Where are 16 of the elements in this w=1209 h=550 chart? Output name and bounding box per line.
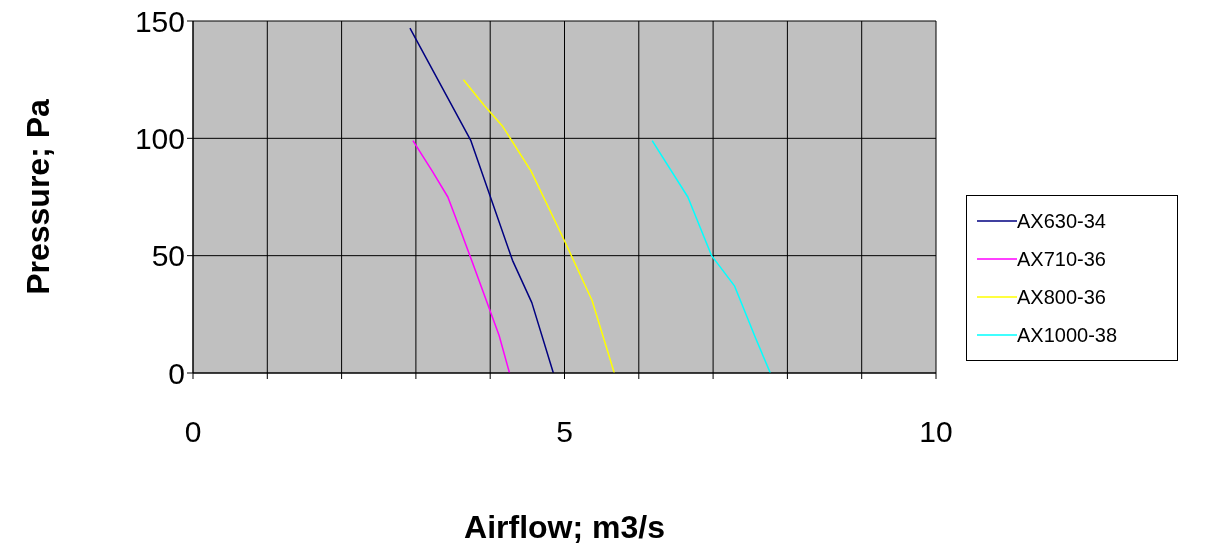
x-tick-label: 5 <box>556 415 573 449</box>
x-axis-title: Airflow; m3/s <box>464 509 665 545</box>
line-series <box>651 139 772 373</box>
y-tick-label: 50 <box>151 239 185 273</box>
line-series <box>462 78 616 373</box>
legend-label: AX710-36 <box>1017 247 1106 271</box>
x-tick-label: 10 <box>919 415 953 449</box>
line-series <box>409 27 555 373</box>
line-series <box>412 139 511 373</box>
legend-label: AX1000-38 <box>1017 323 1118 347</box>
legend-label: AX800-36 <box>1017 285 1106 309</box>
y-axis-title: Pressure; Pa <box>20 98 57 295</box>
y-tick-label: 0 <box>168 356 185 390</box>
legend-label: AX630-34 <box>1017 209 1106 233</box>
y-tick-label: 150 <box>134 4 185 38</box>
y-tick-label: 100 <box>134 121 185 155</box>
